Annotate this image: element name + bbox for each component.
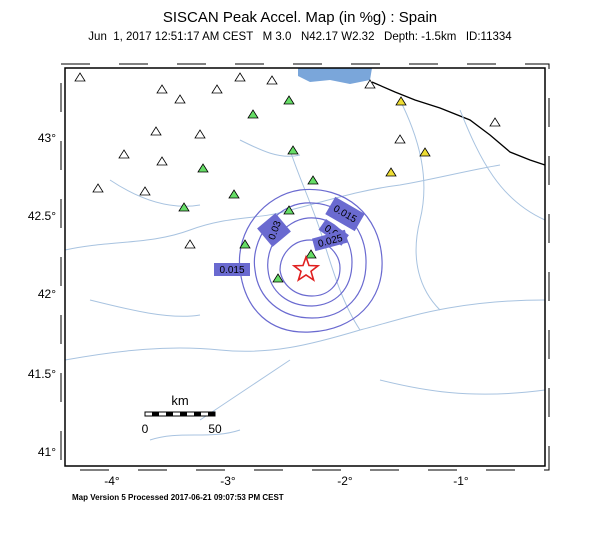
contour-label-box <box>257 213 291 247</box>
map-background <box>65 68 545 466</box>
contour-label: 0.015 <box>219 265 244 276</box>
footer: Map Version 5 Processed 2017-06-21 09:07… <box>72 493 284 502</box>
contour-label-box <box>214 263 250 276</box>
scale-bar: km 0 50 <box>142 393 222 436</box>
sea <box>298 68 372 84</box>
lon-label: -4° <box>104 474 120 488</box>
title: SISCAN Peak Accel. Map (in %g) : Spain <box>163 9 437 26</box>
lat-label: 43° <box>38 131 56 145</box>
contour-label-box <box>325 196 365 232</box>
map-border <box>60 63 550 471</box>
stations <box>74 72 501 283</box>
lon-label: -2° <box>337 474 353 488</box>
lat-label: 41° <box>38 445 56 459</box>
scale-end: 50 <box>208 422 222 436</box>
border <box>371 81 546 166</box>
lon-label: -1° <box>453 474 469 488</box>
map-frame <box>64 67 546 467</box>
latitude-axis: 43° 42.5° 42° 41.5° 41° <box>28 131 56 459</box>
contour-label-box <box>312 229 349 252</box>
lat-label: 42.5° <box>28 209 56 223</box>
longitude-axis: -4° -3° -2° -1° <box>104 474 469 488</box>
subtitle: Jun 1, 2017 12:51:17 AM CEST M 3.0 N42.1… <box>88 31 512 43</box>
lat-label: 41.5° <box>28 367 56 381</box>
epicenter <box>291 254 321 282</box>
scale-start: 0 <box>142 422 149 436</box>
scale-unit: km <box>171 393 188 408</box>
map: 0.015 0.03 0.015 0.03 0.025 km 0 50 <box>60 63 550 471</box>
lat-label: 42° <box>38 287 56 301</box>
contours <box>238 188 383 333</box>
lon-label: -3° <box>220 474 236 488</box>
